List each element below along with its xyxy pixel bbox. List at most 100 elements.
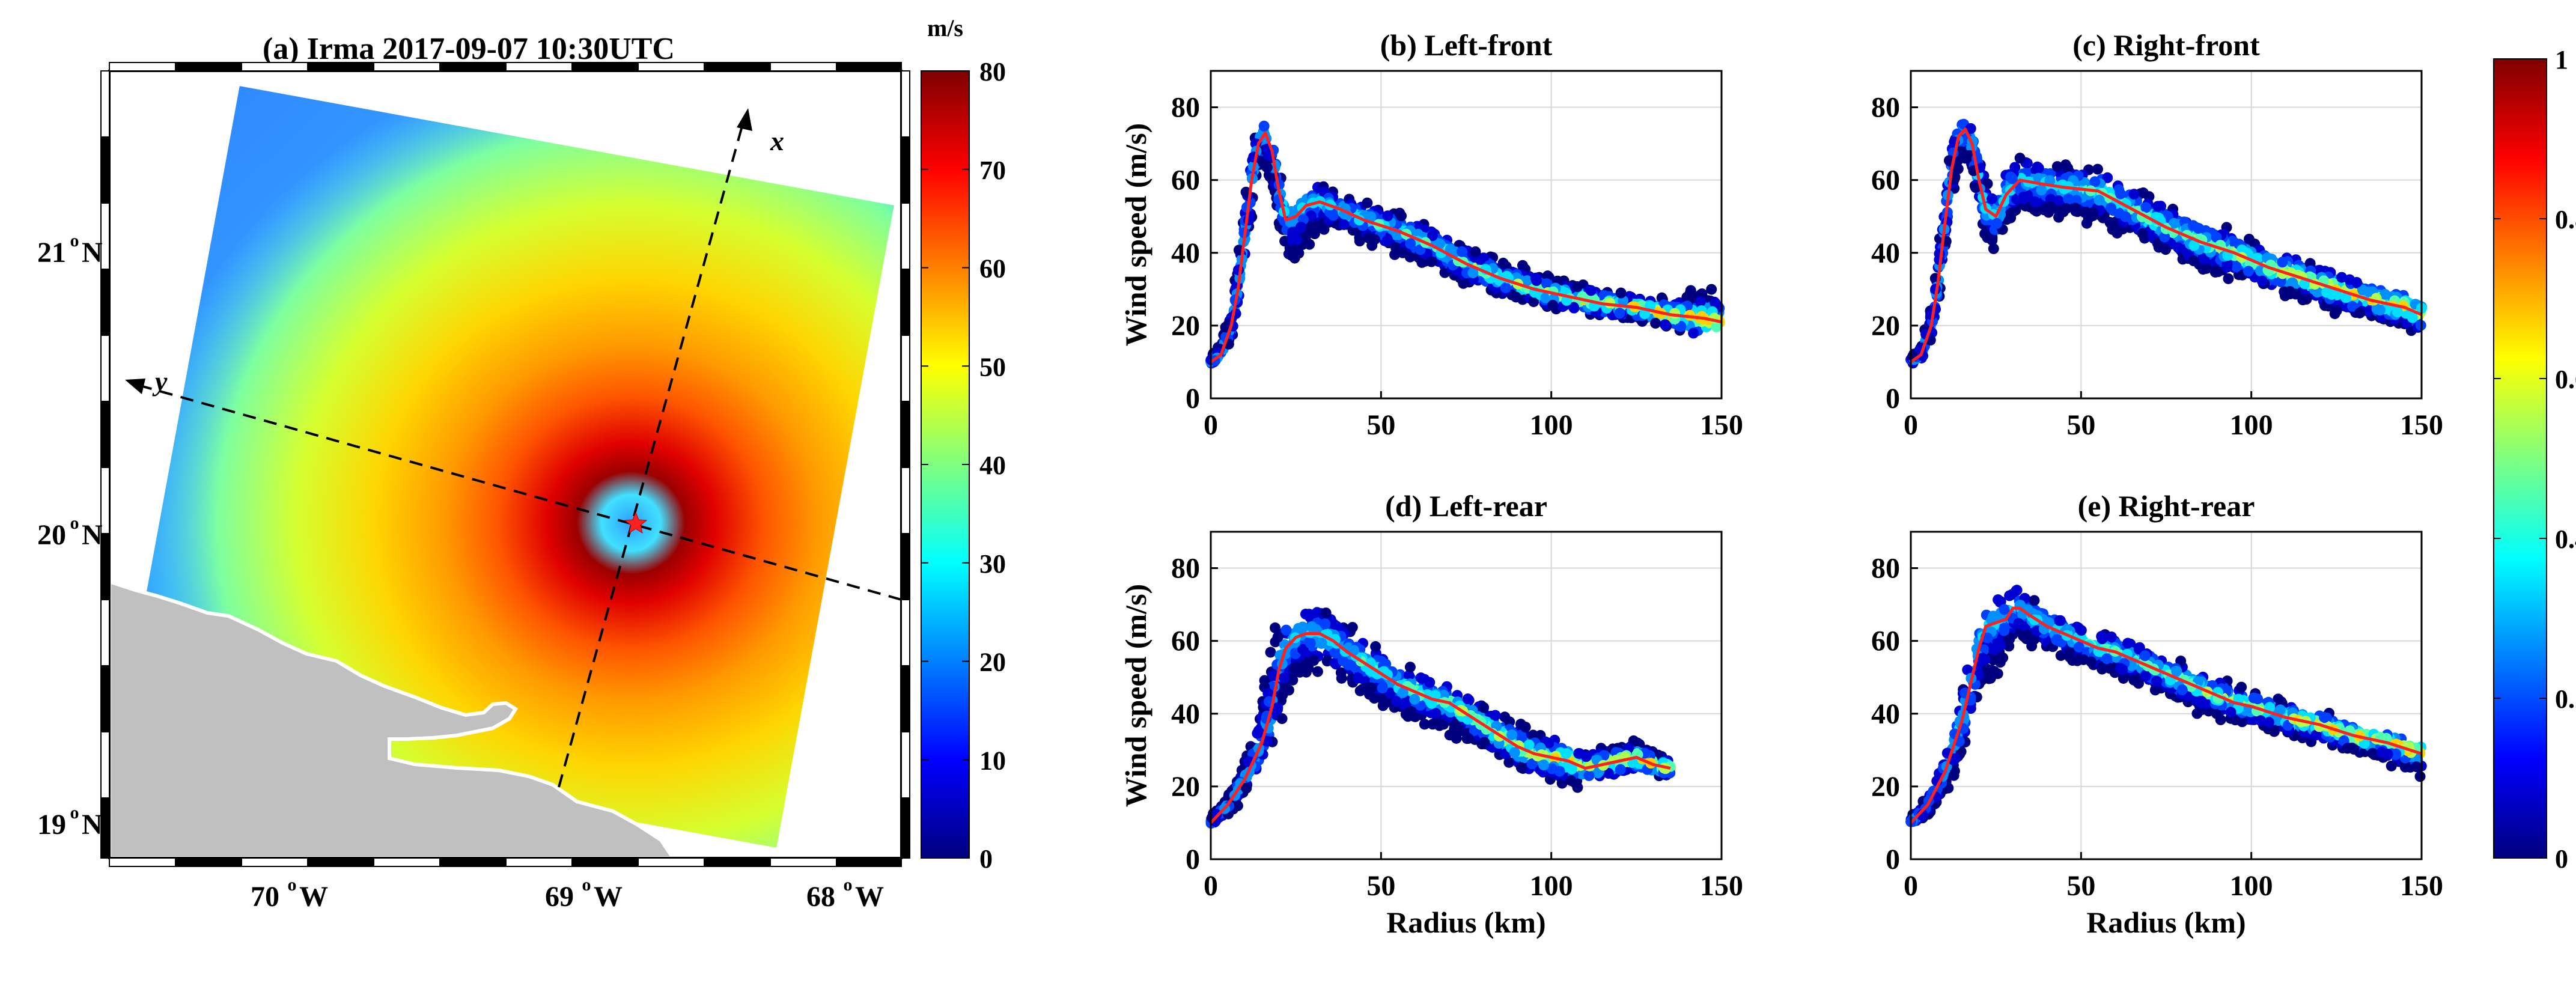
scatter-point (1354, 685, 1366, 696)
scatter-point (1500, 282, 1511, 293)
scatter-point (1338, 219, 1350, 230)
scatter-point (1382, 234, 1393, 246)
scatter-point (1308, 655, 1320, 666)
scatter-point (2152, 201, 2164, 212)
scatter-point (2140, 202, 2152, 213)
scatter-point (2079, 207, 2090, 218)
scatter-point (1295, 221, 1306, 233)
scatter-point (2223, 273, 2234, 284)
scatter-point (1241, 782, 1252, 794)
scatter-cloud (1905, 118, 2427, 369)
colorbar-tick-label: 30 (979, 549, 1006, 579)
scatter-point (1366, 682, 1377, 693)
scatter-point (1523, 739, 1535, 750)
scatter-point (1478, 252, 1489, 264)
scatter-point (1336, 672, 1347, 684)
scatter-point (2107, 224, 2118, 235)
scatter-point (1520, 722, 1531, 733)
scatter-point (2340, 292, 2352, 303)
scatter-point (2297, 294, 2309, 306)
x-tick-label: 100 (1530, 409, 1573, 441)
panel-title: (d) Left-rear (1385, 489, 1547, 523)
scatter-point (1353, 672, 1364, 684)
scatter-point (1427, 230, 1438, 242)
scatter-point (2277, 257, 2288, 268)
scatter-point (1456, 246, 1467, 257)
scatter-point (1390, 696, 1402, 707)
panel-title: (b) Left-front (1380, 28, 1553, 62)
x-tick-label: 50 (2066, 409, 2095, 441)
scatter-point (2212, 266, 2224, 278)
colorbar-tick-label: 60 (979, 254, 1006, 284)
scatter-point (1253, 726, 1265, 738)
scatter-point (1603, 768, 1614, 779)
y-tick-label: 60 (1871, 165, 1900, 196)
mean-wind-line (1210, 632, 1671, 824)
scatter-point (2006, 173, 2018, 184)
scatter-point (1965, 123, 1976, 134)
scatter-point (2230, 261, 2242, 272)
scatter-point (1675, 321, 1687, 332)
colorbar-tick-label: 10 (979, 746, 1006, 775)
scatter-point (1528, 296, 1539, 308)
scatter-point (1280, 624, 1292, 636)
scatter-point (2211, 231, 2222, 243)
scatter-point (1304, 239, 1315, 250)
scatter-point (2071, 195, 2082, 206)
y-tick-label: 20 (1171, 771, 1200, 803)
scatter-point (2407, 312, 2418, 323)
scatter-point (1306, 621, 1318, 632)
scatter-point (1276, 713, 1288, 725)
scatter-point (1580, 751, 1592, 762)
scatter-point (2197, 264, 2209, 275)
scatter-point (1463, 732, 1474, 744)
scatter-point (1615, 287, 1627, 299)
scatter-point (1462, 693, 1473, 705)
scatter-point (1330, 647, 1341, 659)
scatter-point (1706, 284, 1717, 295)
scatter-point (1338, 655, 1349, 666)
scatter-point (1258, 120, 1270, 132)
x-tick-label: 0 (1204, 409, 1218, 441)
scatter-point (1547, 299, 1559, 311)
scatter-point (1369, 234, 1380, 245)
scatter-point (2115, 188, 2127, 199)
scatter-point (1503, 756, 1515, 768)
lon-tick-label: 68 o W (806, 875, 884, 913)
scatter-point (1262, 687, 1274, 699)
y-tick-label: 20 (1171, 310, 1200, 342)
colorbar-tick-label: 70 (979, 156, 1006, 185)
y-tick-label: 20 (1871, 310, 1900, 342)
scatter-point (1444, 729, 1455, 741)
scatter-point (1379, 698, 1390, 709)
scatter-point (1979, 228, 1991, 240)
colorbar-tick-label: 20 (979, 648, 1006, 677)
scatter-point (2392, 306, 2403, 318)
scatter-point (2173, 242, 2184, 254)
scatter-point (1952, 163, 1964, 175)
scatter-point (2063, 193, 2074, 205)
lat-tick-label: 19 o N (37, 803, 103, 841)
scatter-point (2169, 218, 2180, 229)
scatter-point (2380, 288, 2391, 300)
scatter-cloud (1205, 120, 1725, 369)
x-tick-label: 0 (1904, 409, 1918, 441)
x-axis-title: Radius (km) (1386, 905, 1545, 939)
lat-tick-label: 20 o N (37, 513, 103, 551)
scatter-point (1506, 729, 1518, 740)
scatter-point (1312, 666, 1323, 677)
colorbar-unit: m/s (927, 14, 963, 41)
scatter-point (1430, 708, 1442, 719)
y-tick-label: 40 (1171, 237, 1200, 269)
scatter-cloud (1905, 585, 2427, 827)
scatter-point (1287, 227, 1299, 238)
scatter-point (1543, 737, 1554, 749)
scatter-point (1982, 178, 1993, 189)
scatter-point (1615, 764, 1626, 775)
scatter-point (1300, 609, 1311, 620)
scatter-point (1561, 748, 1572, 759)
y-tick-label: 40 (1171, 698, 1200, 730)
